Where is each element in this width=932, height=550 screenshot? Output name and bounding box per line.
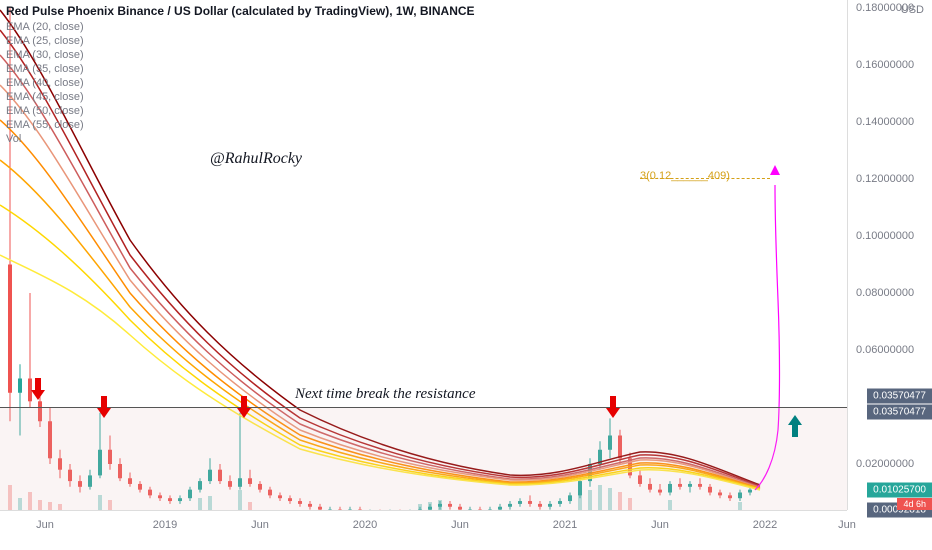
indicator-label: EMA (55, close) xyxy=(6,118,84,132)
resistance-annotation: Next time break the resistance xyxy=(295,386,476,403)
x-axis-label: Jun xyxy=(251,519,269,531)
y-axis-label: 0.16000000 xyxy=(856,59,914,71)
indicator-label: EMA (25, close) xyxy=(6,34,84,48)
x-axis-label: Jun xyxy=(451,519,469,531)
y-axis: USD 0.180000000.160000000.140000000.1200… xyxy=(847,0,932,510)
arrow-down-icon xyxy=(31,378,45,405)
x-axis-label: 2019 xyxy=(153,519,177,531)
y-axis-label: 0.12000000 xyxy=(856,173,914,185)
arrow-down-icon xyxy=(606,396,620,423)
x-axis-label: Jun xyxy=(838,519,856,531)
watermark-text: @RahulRocky xyxy=(210,150,302,168)
y-axis-label: 0.10000000 xyxy=(856,230,914,242)
price-tag: 0.01025700 xyxy=(867,483,932,498)
y-axis-label: 0.14000000 xyxy=(856,116,914,128)
x-axis-label: 2020 xyxy=(353,519,377,531)
price-tag: 0.03570477 xyxy=(867,389,932,404)
countdown-tag: 4d 6h xyxy=(897,498,932,510)
y-axis-label: 0.02000000 xyxy=(856,458,914,470)
indicator-label: EMA (45, close) xyxy=(6,90,84,104)
indicator-list: EMA (20, close)EMA (25, close)EMA (30, c… xyxy=(6,20,84,146)
target-label: 3(0.12______409) xyxy=(640,170,730,182)
y-axis-label: 0.18000000 xyxy=(856,2,914,14)
indicator-label: EMA (35, close) xyxy=(6,62,84,76)
chart-plot-area[interactable]: Red Pulse Phoenix Binance / US Dollar (c… xyxy=(0,0,847,510)
indicator-label: EMA (50, close) xyxy=(6,104,84,118)
y-axis-label: 0.08000000 xyxy=(856,287,914,299)
resistance-zone xyxy=(0,407,847,510)
x-axis-label: Jun xyxy=(36,519,54,531)
x-axis-label: 2021 xyxy=(553,519,577,531)
chart-title: Red Pulse Phoenix Binance / US Dollar (c… xyxy=(6,4,475,18)
indicator-label: Vol xyxy=(6,132,84,146)
arrow-up-icon xyxy=(788,415,802,437)
indicator-label: EMA (20, close) xyxy=(6,20,84,34)
indicator-label: EMA (30, close) xyxy=(6,48,84,62)
x-axis: Jun2019Jun2020Jun2021Jun2022Jun xyxy=(0,510,847,550)
resistance-line xyxy=(0,407,847,408)
x-axis-label: Jun xyxy=(651,519,669,531)
arrow-down-icon xyxy=(237,396,251,423)
price-tag: 0.03570477 xyxy=(867,405,932,420)
x-axis-label: 2022 xyxy=(753,519,777,531)
indicator-label: EMA (40, close) xyxy=(6,76,84,90)
y-axis-label: 0.06000000 xyxy=(856,344,914,356)
arrow-down-icon xyxy=(97,396,111,423)
